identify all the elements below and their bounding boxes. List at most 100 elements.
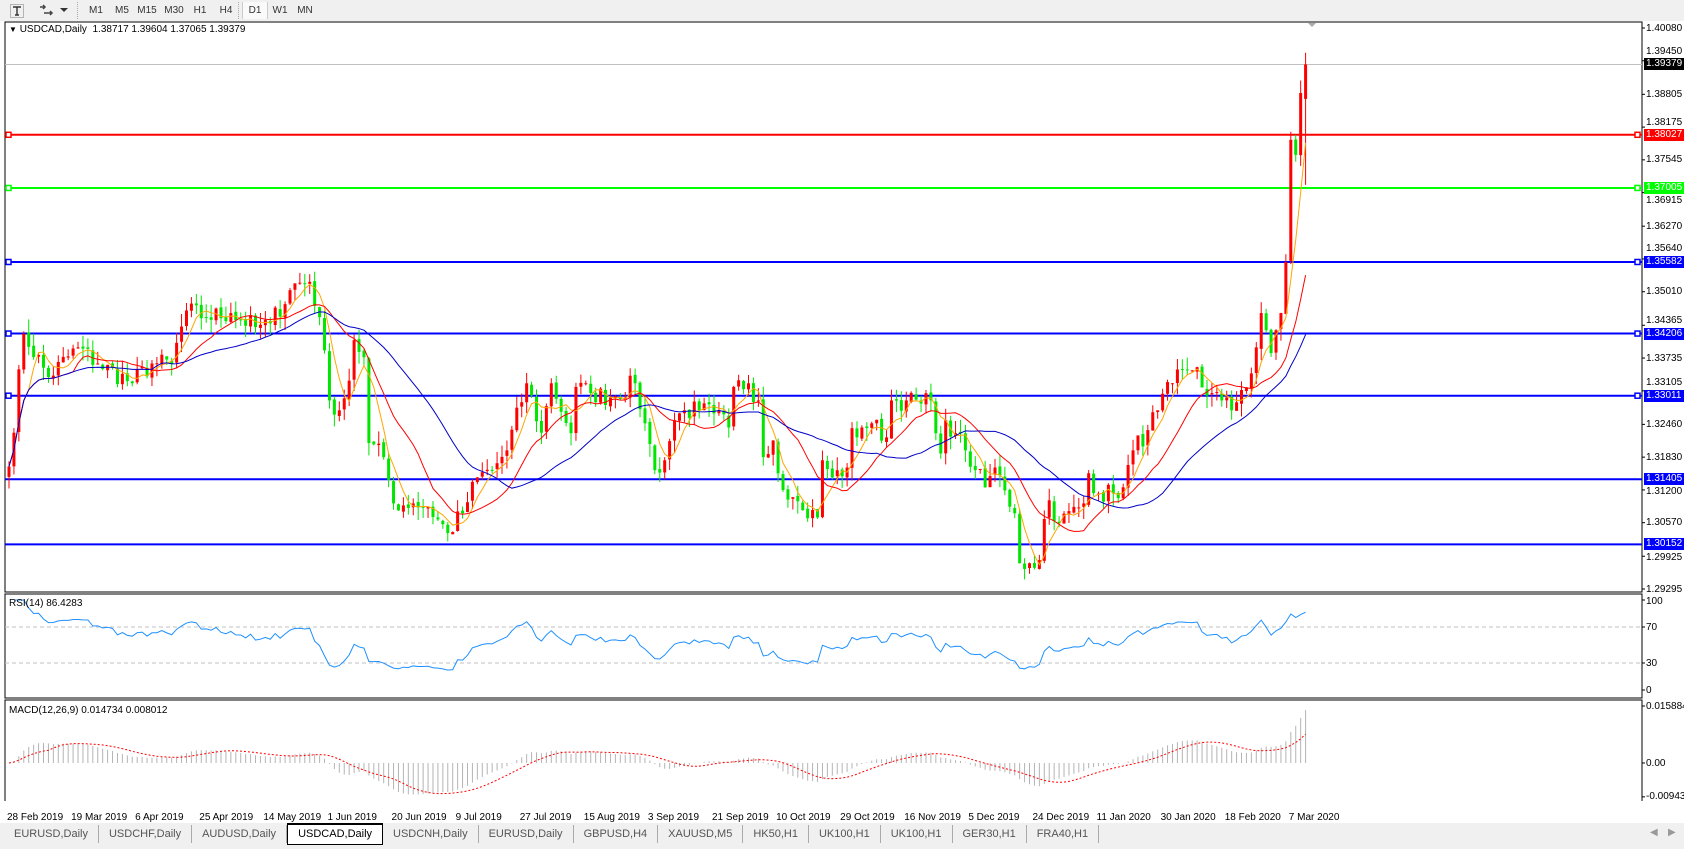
chart-tab[interactable]: UK100,H1: [881, 825, 953, 843]
candle-body: [663, 460, 667, 473]
candle-body: [1175, 369, 1179, 384]
date-axis-label: 25 Apr 2019: [199, 812, 254, 823]
timeframe-h4[interactable]: H4: [219, 5, 233, 16]
candle-body: [56, 361, 60, 376]
candle-body: [490, 469, 494, 471]
collapse-triangle-icon[interactable]: ▼: [9, 25, 17, 34]
candle-body: [993, 467, 997, 475]
chart-tab[interactable]: USDCNH,Daily: [383, 825, 479, 843]
chart-tab[interactable]: USDCHF,Daily: [99, 825, 193, 843]
candle-body: [436, 517, 440, 520]
candle-body: [1166, 382, 1170, 394]
candle-body: [549, 383, 553, 407]
macd-histogram: [13, 710, 1307, 795]
candle-body: [451, 532, 455, 535]
candle-body: [963, 433, 967, 451]
rsi-title: RSI(14) 86.4283: [9, 598, 83, 609]
chart-tab[interactable]: GBPUSD,H4: [574, 825, 659, 843]
date-axis-label: 5 Dec 2019: [968, 812, 1020, 823]
toolbar-separator: [77, 2, 79, 19]
arrows-tool-icon[interactable]: [36, 2, 58, 19]
candle-body: [27, 332, 31, 347]
candle-body: [825, 460, 829, 470]
candle-body: [17, 369, 21, 432]
candle-body: [125, 373, 129, 382]
candle-body: [461, 510, 465, 514]
candle-body: [239, 319, 243, 321]
level-price-tag: 1.30152: [1644, 538, 1684, 551]
chart-tab[interactable]: FRA40,H1: [1027, 825, 1100, 843]
candle-body: [983, 468, 987, 488]
candle-body: [416, 501, 420, 508]
macd-signal-line: [8, 733, 1306, 795]
candle-body: [816, 509, 820, 518]
dropdown-arrow-icon[interactable]: [58, 2, 70, 19]
candle-body: [608, 397, 612, 407]
candle-body: [81, 346, 85, 349]
price-axis-label: 1.38175: [1646, 116, 1683, 128]
candle-body: [687, 409, 691, 418]
candle-body: [1264, 313, 1268, 331]
chart-tab[interactable]: GER30,H1: [953, 825, 1027, 843]
candle-body: [658, 469, 662, 473]
rsi-axis-label: 100: [1646, 595, 1663, 607]
price-axis-label: 1.36270: [1646, 220, 1683, 232]
timeframe-m1[interactable]: M1: [89, 5, 103, 16]
candle-body: [406, 504, 410, 508]
chart-tab[interactable]: UK100,H1: [809, 825, 881, 843]
date-axis-label: 21 Sep 2019: [711, 812, 769, 823]
tab-scroll-right-icon[interactable]: ▶: [1668, 827, 1676, 838]
date-axis-label: 16 Nov 2019: [904, 812, 961, 823]
date-axis-label: 7 Mar 2020: [1288, 812, 1340, 823]
candle-body: [1230, 396, 1234, 411]
candles: [7, 52, 1308, 580]
candle-body: [362, 350, 366, 358]
timeframe-d1[interactable]: D1: [242, 2, 268, 19]
candle-body: [880, 418, 884, 441]
chart-canvas[interactable]: [0, 21, 1684, 801]
candle-body: [175, 342, 179, 363]
toolbar-separator: [238, 2, 240, 19]
level-handle-left: [5, 258, 12, 266]
chart-tab[interactable]: USDCAD,Daily: [287, 823, 384, 845]
candle-body: [1259, 313, 1263, 349]
candle-body: [904, 400, 908, 412]
rsi-line: [13, 599, 1306, 671]
candle-body: [1028, 563, 1032, 569]
candle-body: [396, 504, 400, 511]
candle-body: [1161, 393, 1165, 411]
candle-body: [668, 441, 672, 460]
chart-tabs: EURUSD,Daily USDCHF,Daily AUDUSD,Daily USDC…: [4, 823, 1100, 845]
text-tool-icon[interactable]: [8, 2, 26, 19]
candle-body: [643, 408, 647, 424]
candle-body: [894, 399, 898, 401]
timeframe-m15[interactable]: M15: [137, 5, 157, 16]
chart-tab[interactable]: EURUSD,Daily: [4, 825, 99, 843]
chart-window[interactable]: ▼ USDCAD,Daily 1.38717 1.39604 1.37065 1…: [0, 21, 1684, 802]
candle-body: [1018, 513, 1022, 564]
candle-body: [1141, 433, 1145, 447]
chart-tab[interactable]: EURUSD,Daily: [479, 825, 574, 843]
candle-body: [712, 404, 716, 414]
candle-body: [347, 380, 351, 400]
candle-body: [973, 465, 977, 471]
timeframe-h1[interactable]: H1: [193, 5, 207, 16]
date-axis-label: 20 Jun 2019: [391, 812, 447, 823]
candle-body: [140, 366, 144, 369]
chart-tab[interactable]: HK50,H1: [743, 825, 809, 843]
timeframe-m5[interactable]: M5: [115, 5, 129, 16]
chart-tab[interactable]: XAUUSD,M5: [658, 825, 744, 843]
timeframe-m30[interactable]: M30: [164, 5, 184, 16]
candle-body: [1008, 489, 1012, 507]
candle-body: [1220, 393, 1224, 401]
candle-body: [885, 437, 889, 442]
candle-body: [120, 373, 124, 385]
candle-body: [889, 400, 893, 439]
chart-tab[interactable]: AUDUSD,Daily: [192, 825, 288, 843]
tab-scroll-left-icon[interactable]: ◀: [1650, 827, 1658, 838]
candle-body: [431, 506, 435, 518]
timeframe-mn[interactable]: MN: [297, 5, 313, 16]
candle-body: [1057, 521, 1061, 524]
timeframe-w1[interactable]: W1: [272, 5, 288, 16]
candle-body: [1082, 503, 1086, 507]
